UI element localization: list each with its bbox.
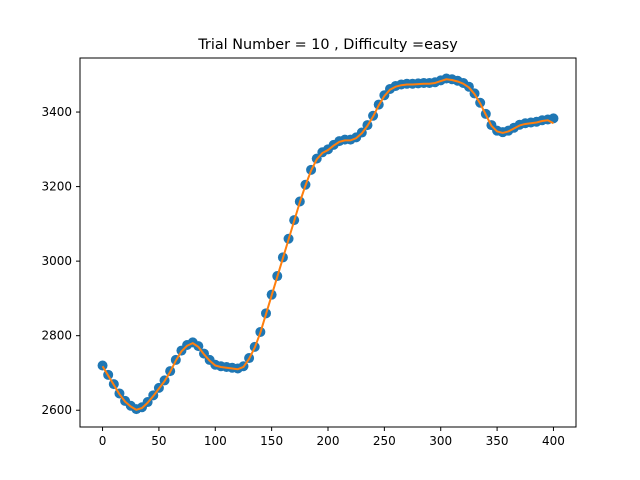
- x-tick-label: 200: [317, 434, 340, 448]
- y-tick-label: 3200: [41, 180, 72, 194]
- x-tick-label: 300: [429, 434, 452, 448]
- y-tick-label: 3000: [41, 254, 72, 268]
- x-tick-label: 400: [542, 434, 565, 448]
- y-axis: 2600 2800 3000 3200 3400: [41, 105, 80, 417]
- x-axis: 0 50 100 150 200 250 300 350 400: [99, 427, 565, 448]
- x-tick-label: 250: [373, 434, 396, 448]
- x-tick-label: 350: [486, 434, 509, 448]
- y-tick-label: 2800: [41, 329, 72, 343]
- x-tick-label: 50: [151, 434, 166, 448]
- series-line: [101, 78, 554, 411]
- x-tick-label: 150: [260, 434, 283, 448]
- x-tick-label: 0: [99, 434, 107, 448]
- chart-title: Trial Number = 10 , Difficulty =easy: [197, 37, 458, 53]
- y-tick-label: 2600: [41, 403, 72, 417]
- y-tick-label: 3400: [41, 105, 72, 119]
- series-layer: [97, 73, 559, 415]
- x-tick-label: 100: [204, 434, 227, 448]
- data-point: [97, 360, 108, 371]
